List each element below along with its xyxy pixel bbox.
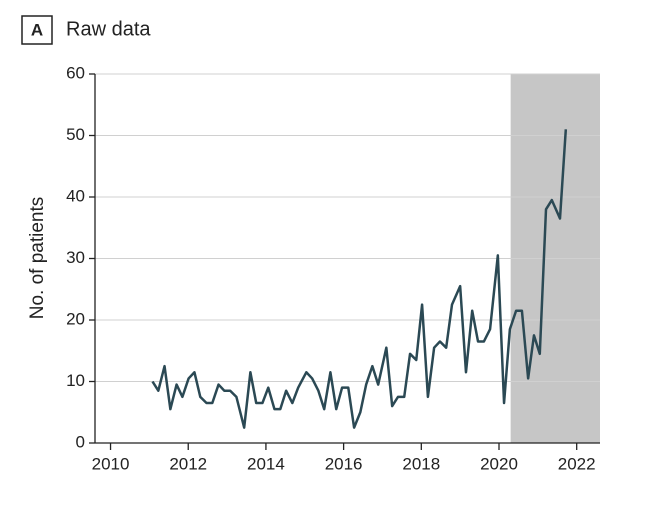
x-tick-label: 2010: [92, 454, 130, 473]
y-tick-label: 60: [66, 63, 85, 82]
y-tick-label: 50: [66, 125, 85, 144]
chart-title: Raw data: [66, 18, 151, 40]
y-tick-label: 0: [76, 432, 85, 451]
x-tick-label: 2018: [402, 454, 440, 473]
y-tick-label: 10: [66, 371, 85, 390]
y-tick-label: 40: [66, 186, 85, 205]
y-tick-label: 20: [66, 309, 85, 328]
y-axis-label: No. of patients: [27, 197, 48, 320]
y-tick-label: 30: [66, 248, 85, 267]
x-tick-label: 2020: [480, 454, 518, 473]
x-tick-label: 2016: [325, 454, 363, 473]
x-tick-label: 2022: [558, 454, 596, 473]
x-tick-label: 2014: [247, 454, 285, 473]
data-line: [151, 129, 568, 429]
panel-box: [21, 15, 53, 45]
x-tick-label: 2012: [169, 454, 207, 473]
panel-label: A: [31, 20, 43, 39]
